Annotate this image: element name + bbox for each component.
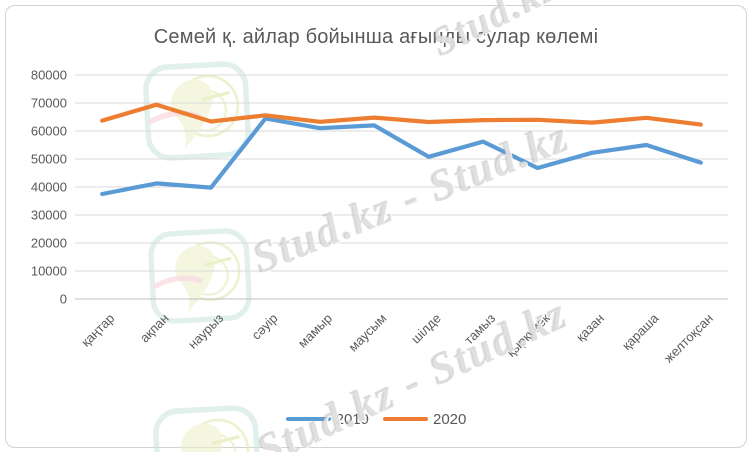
x-tick-label: ақпан <box>137 311 172 346</box>
x-tick-label: мамыр <box>295 311 335 351</box>
y-tick-label: 60000 <box>31 124 67 139</box>
x-tick-label: қазан <box>573 311 607 345</box>
chart-title: Семей қ. айлар бойынша ағынды сулар көле… <box>153 26 599 48</box>
legend-label-2019: 2019 <box>335 410 369 428</box>
series-line-2019 <box>100 116 703 197</box>
y-tick-label: 20000 <box>31 236 67 251</box>
legend-swatch-2020 <box>383 417 428 421</box>
legend-item-2020: 2020 <box>383 411 466 428</box>
y-tick-label: 30000 <box>31 208 67 223</box>
legend: 2019 2020 <box>0 406 752 432</box>
chart-border <box>5 5 747 448</box>
x-tick-label: қараша <box>619 310 662 353</box>
series-line-2020 <box>100 102 703 127</box>
legend-swatch-2019 <box>285 417 331 421</box>
x-tick-label: сәуір <box>249 311 281 343</box>
y-tick-label: 40000 <box>31 180 67 195</box>
legend-label-2020: 2020 <box>433 410 467 428</box>
legend-item-2019: 2019 <box>285 410 369 428</box>
y-tick-label: 80000 <box>31 68 67 83</box>
y-tick-label: 50000 <box>31 152 67 167</box>
y-tick-label: 70000 <box>31 96 67 111</box>
x-tick-label: наурыз <box>185 310 226 351</box>
y-tick-label: 10000 <box>31 264 67 279</box>
x-tick-label: тамыз <box>461 310 498 347</box>
x-tick-label: желтоқсан <box>661 311 716 366</box>
y-tick-label: 0 <box>60 292 67 307</box>
x-tick-label: қыркүйек <box>503 310 552 359</box>
x-tick-label: маусым <box>345 310 389 354</box>
x-tick-label: шілде <box>408 311 444 347</box>
x-tick-label: қаңтар <box>78 311 117 350</box>
